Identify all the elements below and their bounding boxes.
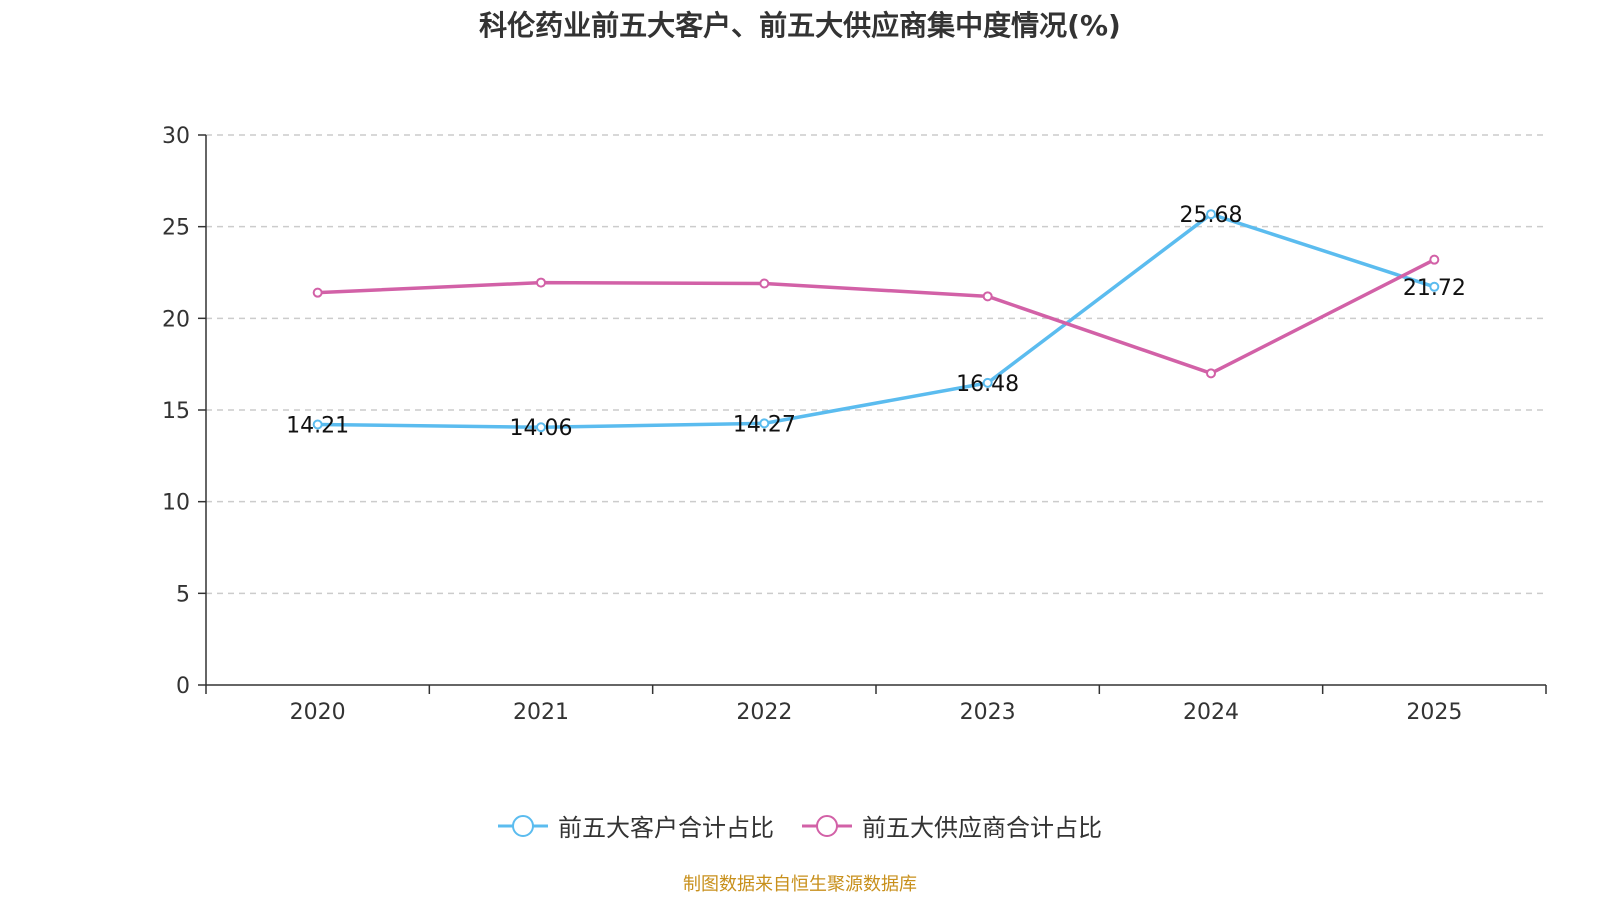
data-label: 21.72 [1403,276,1466,301]
source-note: 制图数据来自恒生聚源数据库 [683,874,917,895]
x-tick-label: 2024 [1183,700,1239,725]
data-label: 14.06 [510,416,573,441]
x-tick-label: 2025 [1406,700,1462,725]
data-label: 14.27 [733,412,796,437]
y-tick-label: 20 [162,307,190,332]
legend-label-customers: 前五大客户合计占比 [558,814,774,842]
y-tick-label: 25 [162,216,190,241]
data-point [1206,209,1216,220]
x-tick-label: 2021 [513,700,569,725]
legend-label-suppliers: 前五大供应商合计占比 [862,814,1102,842]
legend: 前五大客户合计占比 前五大供应商合计占比 [0,808,1600,843]
data-point [312,419,323,430]
legend-item-suppliers[interactable]: 前五大供应商合计占比 [802,808,1102,843]
data-point [759,278,770,289]
chart-title: 科伦药业前五大客户、前五大供应商集中度情况(%) [479,9,1121,42]
data-point [982,377,993,388]
data-point [536,422,546,433]
data-label: 14.21 [286,413,349,438]
y-tick-label: 15 [162,399,190,424]
series-line-1 [317,258,1436,376]
legend-suppliers-line-icon [802,814,852,837]
y-tick-label: 0 [176,674,190,699]
data-point [312,287,323,298]
y-tick-label: 30 [162,124,190,149]
y-tick-label: 10 [162,491,190,516]
y-tick-label: 5 [176,582,190,607]
x-tick-label: 2020 [290,700,346,725]
data-label: 16.48 [956,372,1019,397]
grid-layer [206,134,1546,595]
series-line-0 [317,212,1435,429]
x-tick-label: 2022 [736,700,792,725]
data-label: 25.68 [1180,203,1243,228]
data-point [1429,281,1440,292]
data-point [759,418,770,429]
data-label-layer: 14.21 14.06 14.27 16.48 25.68 21.72 [286,203,1466,441]
data-point [536,277,546,288]
data-point [1429,254,1440,265]
legend-item-customers[interactable]: 前五大客户合计占比 [498,808,774,843]
x-tick-label: 2023 [960,700,1016,725]
data-point [1206,368,1216,379]
legend-customers-line-icon [498,814,548,837]
series-layer [312,209,1440,433]
data-point [982,291,993,302]
